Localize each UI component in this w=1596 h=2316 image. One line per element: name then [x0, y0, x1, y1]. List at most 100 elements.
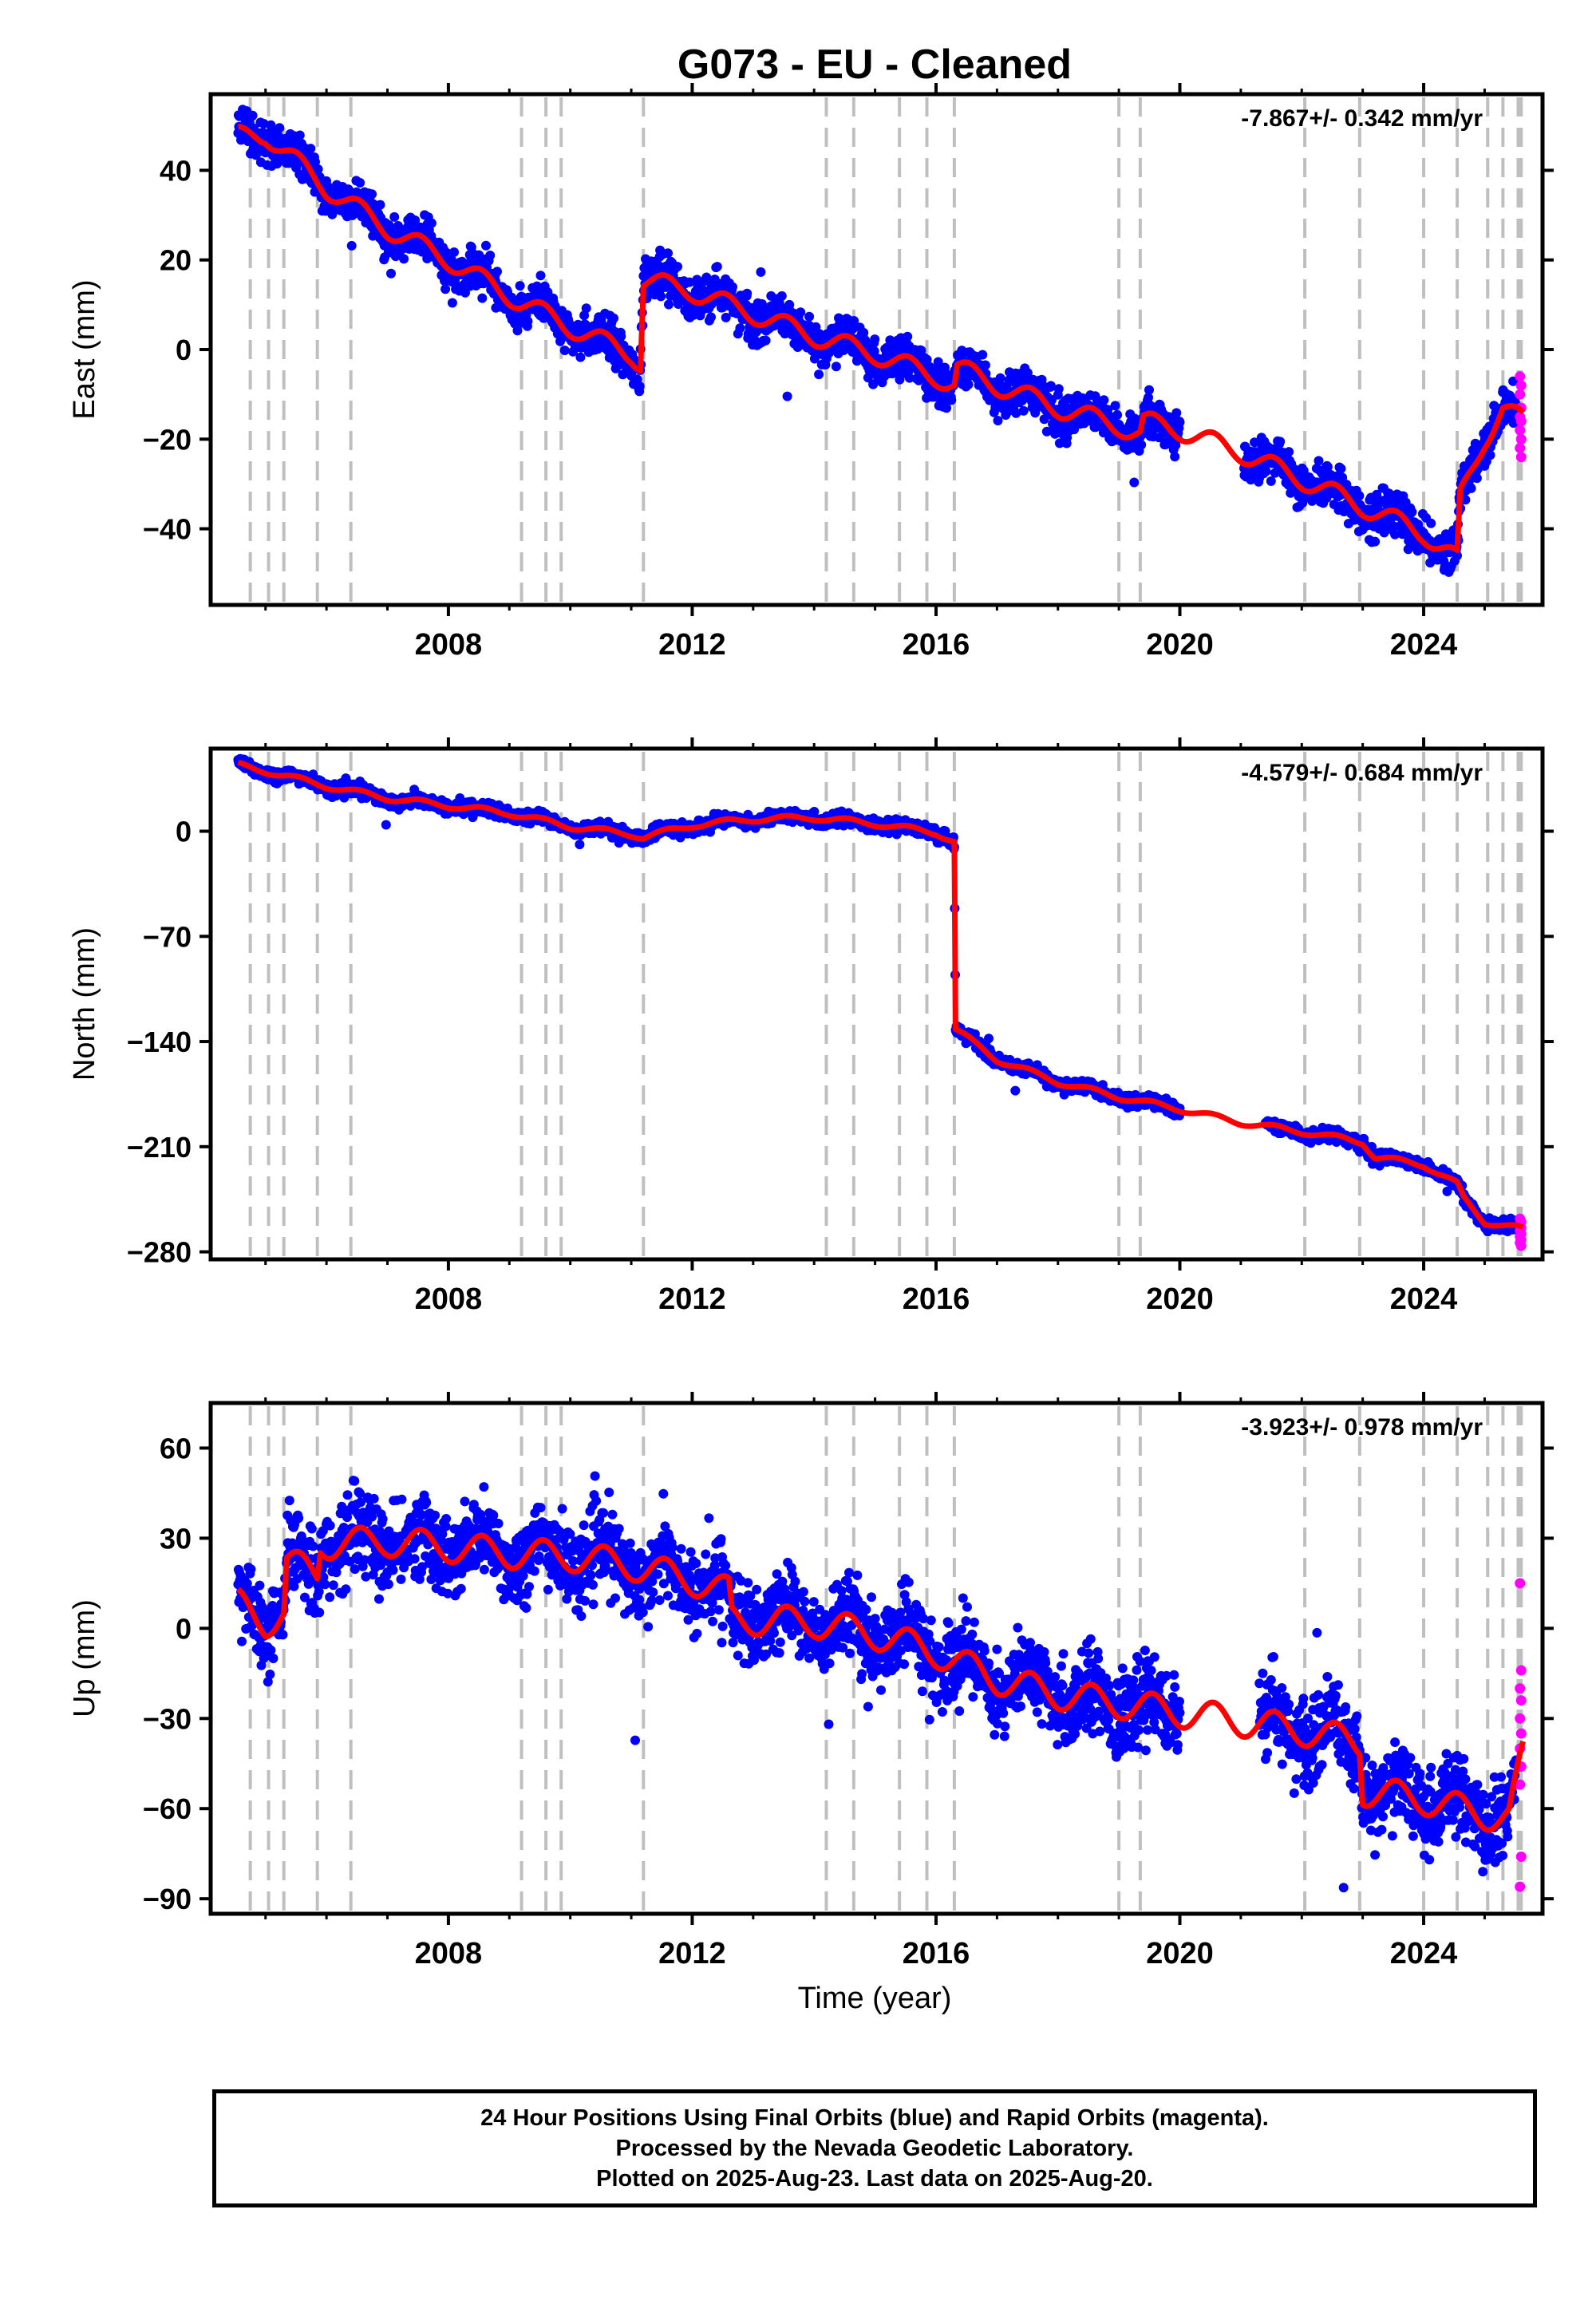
final-orbit-point [1314, 456, 1324, 466]
final-orbit-point [1426, 518, 1436, 528]
final-orbit-point [313, 164, 323, 174]
final-orbit-point [399, 254, 409, 264]
final-orbit-point [247, 110, 258, 121]
final-orbit-point [706, 312, 716, 322]
final-orbit-point [1472, 473, 1482, 484]
rapid-orbit-point-8 [1515, 433, 1527, 445]
final-orbit-point [903, 331, 913, 342]
final-orbit-point [310, 156, 320, 167]
final-orbit-point [1053, 384, 1064, 394]
final-orbit-point [963, 379, 974, 389]
x-tick-label: 2024 [1390, 628, 1458, 662]
final-orbit-point [367, 189, 377, 200]
final-orbit-point [1018, 405, 1029, 416]
y-tick-label: 0 [176, 334, 192, 366]
final-orbit-point [389, 211, 400, 222]
final-orbit-point [804, 311, 815, 322]
final-orbit-point [616, 331, 626, 342]
rapid-orbit-point-9 [1515, 443, 1526, 454]
final-orbit-point [831, 362, 841, 372]
final-orbit-point [381, 820, 391, 830]
final-orbit-point [1284, 447, 1294, 457]
final-orbit-point [512, 326, 523, 336]
final-orbit-point [579, 310, 590, 321]
final-orbit-point [375, 200, 385, 210]
y-tick-label: 20 [160, 244, 192, 277]
final-orbit-point [294, 130, 305, 140]
rapid-orbit-point-7 [1515, 425, 1526, 436]
final-orbit-point [685, 277, 694, 287]
final-orbit-point [742, 288, 753, 298]
final-orbit-point [440, 284, 451, 294]
final-orbit-point [796, 307, 806, 318]
final-orbit-point [814, 370, 824, 380]
final-orbit-point [993, 416, 1003, 425]
final-orbit-point [386, 268, 396, 279]
figure-title: G073 - EU - Cleaned [678, 41, 1072, 88]
final-orbit-point [1485, 450, 1495, 460]
final-orbit-point [721, 312, 731, 322]
rapid-orbit-point-1 [1515, 371, 1526, 382]
final-orbit-point [477, 293, 488, 303]
final-orbit-point [1175, 417, 1185, 428]
final-orbit-point [449, 247, 459, 257]
final-orbit-point [609, 313, 618, 323]
rapid-orbit-point-10 [1515, 452, 1527, 463]
final-orbit-point [663, 248, 673, 259]
final-orbit-point [1407, 507, 1417, 517]
final-orbit-point [523, 316, 533, 326]
final-orbit-point [1275, 437, 1286, 447]
y-tick-label: −40 [143, 513, 192, 546]
y-tick-label: 40 [160, 154, 192, 187]
final-orbit-point [756, 267, 766, 277]
final-orbit-point [447, 298, 457, 308]
final-orbit-point [410, 215, 421, 225]
final-orbit-point [1144, 385, 1154, 395]
final-orbit-point [784, 299, 795, 310]
final-orbit-point [995, 373, 1005, 383]
final-orbit-point [760, 335, 771, 346]
final-orbit-point [322, 181, 333, 192]
rapid-orbit-point-6 [1515, 416, 1527, 427]
final-orbit-point [735, 323, 745, 334]
final-orbit-point [485, 251, 496, 260]
final-orbit-point [581, 303, 591, 314]
rapid-orbit-points [1515, 371, 1527, 463]
final-orbit-point [712, 262, 722, 272]
final-orbit-point [1466, 483, 1476, 493]
final-orbit-point [1136, 440, 1147, 450]
final-orbit-point [1170, 452, 1180, 462]
final-orbit-point [870, 334, 880, 345]
final-orbit-point [559, 346, 570, 355]
final-orbit-point [942, 403, 952, 413]
final-orbit-point [1354, 491, 1365, 501]
final-orbit-point [978, 350, 988, 360]
final-orbit-point [673, 262, 682, 272]
final-orbit-point [575, 352, 586, 362]
x-tick-label: 2008 [415, 628, 483, 662]
final-orbit-point [1370, 536, 1381, 547]
x-tick-label: 2016 [903, 628, 970, 662]
y-axis-label: East (mm) [68, 279, 101, 419]
final-orbit-point [946, 395, 957, 405]
final-orbit-points [233, 105, 1521, 577]
rate-label: -7.867+/- 0.342 mm/yr [1241, 105, 1483, 132]
final-orbit-point [515, 281, 525, 291]
final-orbit-point [306, 144, 316, 154]
final-orbit-point [1110, 401, 1120, 411]
final-orbit-point [1112, 409, 1123, 420]
final-orbit-point [575, 840, 585, 850]
x-tick-label: 2012 [658, 628, 726, 662]
y-tick-label: −20 [143, 423, 192, 456]
rapid-orbit-point-2 [1515, 380, 1527, 391]
rapid-orbit-point-3 [1515, 389, 1526, 400]
final-orbit-point [1099, 395, 1109, 405]
final-orbit-point [980, 360, 990, 370]
final-orbit-point [664, 299, 674, 310]
final-orbit-point [460, 287, 470, 298]
final-orbit-point [782, 391, 792, 401]
final-orbit-point [634, 381, 645, 391]
final-orbit-point [492, 267, 502, 277]
